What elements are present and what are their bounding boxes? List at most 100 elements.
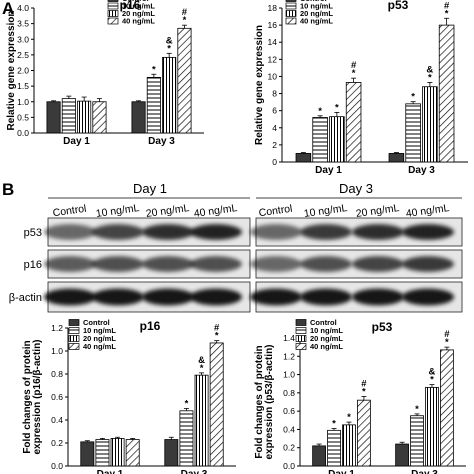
bar	[410, 415, 424, 467]
legend-entry: Control	[83, 318, 110, 327]
blot-band	[190, 224, 242, 240]
y-axis-label: Relative gene expression	[254, 25, 265, 145]
significance-mark: *	[318, 106, 322, 117]
y-axis-label: Relative gene expression	[6, 10, 17, 130]
bar	[146, 76, 161, 134]
y-tick-label: 2.0	[17, 66, 29, 76]
legend-entry: Control	[300, 0, 327, 3]
legend-entry: 10 ng/mL	[83, 326, 116, 335]
blot-lane-label: 10 ng/mL	[303, 202, 348, 220]
bar	[46, 101, 61, 134]
legend-entry: 20 ng/mL	[83, 334, 116, 343]
significance-mark: &	[166, 35, 173, 46]
y-tick-label: 14	[268, 37, 278, 47]
y-tick-label: 0	[272, 157, 277, 167]
x-tick-label: Day 3	[181, 469, 208, 474]
legend-entry: Control	[122, 0, 149, 3]
bar	[345, 82, 362, 163]
y-tick-label: 1.0	[51, 346, 63, 356]
significance-mark: #	[444, 329, 450, 340]
bar	[438, 24, 455, 163]
y-tick-label: 2.5	[17, 50, 29, 60]
blot-band	[44, 256, 96, 272]
legend-swatch	[107, 0, 119, 2]
significance-mark: *	[335, 102, 339, 113]
bar	[194, 374, 209, 467]
blot-band	[142, 256, 194, 272]
significance-mark: #	[182, 7, 188, 18]
y-tick-label: 12	[268, 54, 278, 64]
bar	[440, 349, 454, 467]
blot-band	[92, 256, 144, 272]
y-tick-label: 0.0	[51, 461, 63, 471]
y-tick-label: 6	[272, 106, 277, 116]
y-tick-label: 0.6	[51, 392, 63, 402]
blot-band	[352, 224, 404, 240]
blot-lane-label: 20 ng/mL	[145, 202, 190, 220]
blot-band	[402, 224, 454, 240]
y-tick-label: 1.2	[283, 351, 295, 361]
blot-band	[92, 224, 144, 240]
y-tick-label: 16	[268, 20, 278, 30]
legend-swatch	[295, 327, 307, 334]
significance-mark: *	[215, 331, 219, 342]
y-tick-label: 10	[268, 71, 278, 81]
bar	[131, 101, 146, 134]
legend-swatch	[68, 319, 80, 326]
significance-mark: *	[445, 337, 449, 348]
legend-entry: 20 ng/mL	[122, 9, 155, 18]
x-tick-label: Day 3	[411, 469, 438, 474]
significance-mark: *	[167, 43, 171, 54]
legend-swatch	[107, 2, 119, 10]
legend-swatch	[285, 17, 297, 25]
significance-mark: *	[152, 64, 156, 75]
significance-mark: &	[426, 64, 433, 75]
legend-swatch	[68, 343, 80, 350]
blot-band	[142, 224, 194, 240]
legend-swatch	[107, 10, 119, 17]
blot-band	[352, 288, 404, 306]
significance-mark: *	[362, 387, 366, 398]
significance-mark: #	[444, 0, 450, 11]
bar	[425, 386, 439, 467]
bar	[312, 445, 326, 467]
y-tick-label: 2	[272, 140, 277, 150]
bar	[405, 103, 421, 163]
bar	[329, 116, 345, 163]
blot-band	[190, 288, 242, 306]
blot-band	[190, 256, 242, 272]
y-axis-label: Fold changes of protein	[22, 340, 33, 453]
legend-swatch	[68, 327, 80, 334]
bar	[77, 100, 92, 134]
bar	[162, 56, 177, 134]
y-axis-label: Fold changes of protein	[254, 345, 265, 458]
bar	[61, 98, 76, 134]
panel-label-b: B	[2, 180, 14, 199]
legend-swatch	[285, 10, 297, 17]
y-tick-label: 1.2	[51, 323, 63, 333]
panel-label-a: A	[2, 0, 14, 18]
legend-swatch	[68, 335, 80, 342]
blot-group-label-day1: Day 1	[133, 181, 167, 196]
significance-mark: *	[415, 404, 419, 415]
y-tick-label: 0.8	[51, 369, 63, 379]
blot-lane-label: Control	[258, 203, 293, 220]
significance-mark: &	[429, 367, 436, 378]
y-tick-label: 1.0	[17, 97, 29, 107]
bar	[209, 342, 224, 467]
y-tick-label: 0.0	[283, 461, 295, 471]
bar	[80, 441, 95, 467]
y-tick-label: 0.0	[17, 128, 29, 138]
bar	[395, 443, 409, 467]
chart-title: p53	[388, 0, 409, 12]
significance-mark: *	[183, 15, 187, 26]
blot-lane-label: 10 ng/mL	[95, 202, 140, 220]
legend-swatch	[107, 17, 119, 25]
blot-row-label: p16	[24, 259, 42, 271]
legend-entry: 10 ng/mL	[300, 2, 333, 11]
blot-band	[250, 224, 302, 240]
bar	[92, 101, 107, 134]
x-tick-label: Day 3	[408, 165, 435, 176]
blot-band	[250, 256, 302, 272]
